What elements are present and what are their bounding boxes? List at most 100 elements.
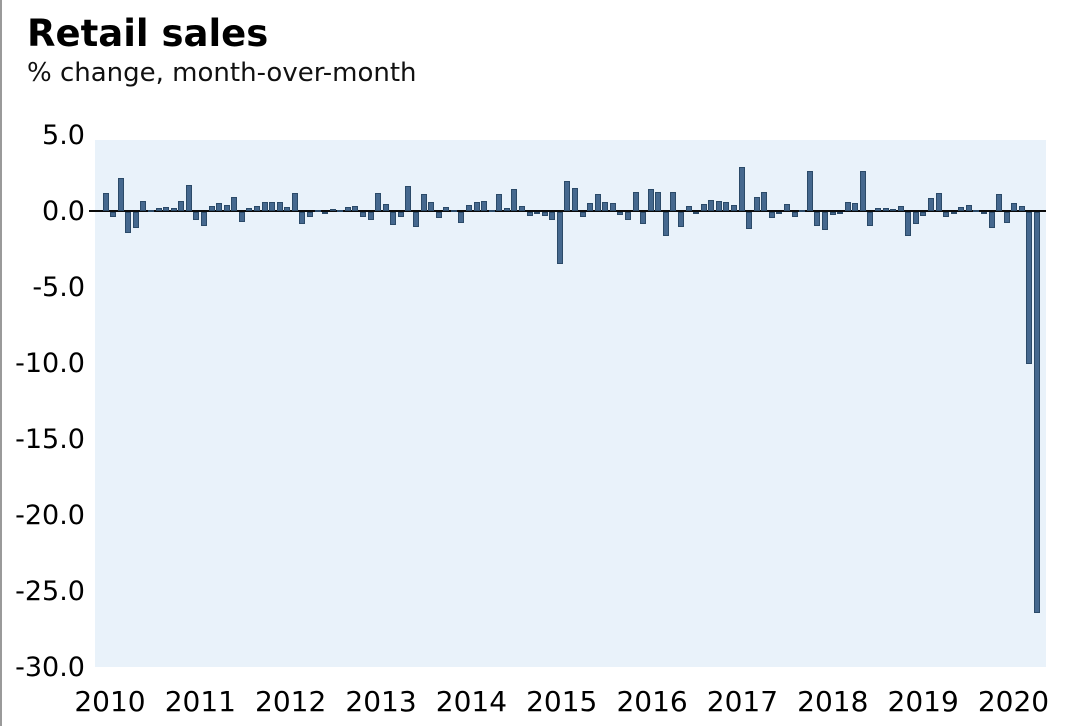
bar <box>549 212 556 221</box>
bar <box>655 192 662 212</box>
bar <box>814 212 821 226</box>
bar <box>852 203 859 212</box>
bar <box>958 206 965 212</box>
bar <box>594 193 601 212</box>
bar <box>253 206 260 212</box>
bar <box>927 197 934 212</box>
bar <box>920 212 927 216</box>
bar <box>284 206 291 212</box>
bar <box>806 171 813 212</box>
bar <box>231 196 238 212</box>
y-tick-label: -20.0 <box>15 500 85 532</box>
bar <box>579 212 586 217</box>
x-tick-label: 2013 <box>345 685 417 718</box>
bar <box>1018 206 1025 212</box>
plot-area-background <box>95 140 1046 667</box>
bar <box>185 184 192 212</box>
bar <box>322 212 329 214</box>
bar <box>269 201 276 212</box>
bar <box>564 181 571 212</box>
bar <box>905 212 912 237</box>
bar <box>882 208 889 212</box>
bar <box>693 212 700 214</box>
bar <box>481 200 488 212</box>
bar <box>723 202 730 212</box>
bar <box>170 207 177 212</box>
bar <box>996 193 1003 212</box>
bar <box>238 212 245 222</box>
bar <box>640 212 647 225</box>
bar <box>799 209 806 212</box>
bar <box>200 212 207 226</box>
bar <box>488 209 495 212</box>
bar <box>678 212 685 228</box>
x-tick-label: 2016 <box>616 685 688 718</box>
bar <box>344 206 351 212</box>
bar <box>973 209 980 212</box>
bar <box>428 201 435 212</box>
bar <box>208 206 215 212</box>
bar <box>541 212 548 216</box>
bar <box>556 212 563 264</box>
bar <box>246 207 253 212</box>
bar <box>397 212 404 217</box>
y-tick-label: -10.0 <box>15 348 85 380</box>
bar <box>1026 212 1033 364</box>
bar <box>503 208 510 212</box>
x-tick-label: 2015 <box>526 685 598 718</box>
bar <box>473 202 480 212</box>
bar <box>988 212 995 228</box>
bar <box>450 209 457 212</box>
bar <box>829 212 836 216</box>
bar <box>390 212 397 225</box>
bar <box>155 208 162 212</box>
x-tick-label: 2011 <box>164 685 236 718</box>
bar <box>1003 212 1010 224</box>
y-tick-label: -15.0 <box>15 424 85 456</box>
bar <box>193 212 200 221</box>
bar <box>526 212 533 216</box>
bar <box>329 209 336 212</box>
bar <box>352 206 359 212</box>
bar <box>216 203 223 212</box>
bar <box>890 209 897 212</box>
bar <box>700 203 707 212</box>
x-tick-label: 2014 <box>435 685 508 718</box>
bar <box>965 204 972 212</box>
bar <box>753 196 760 212</box>
bar <box>519 206 525 212</box>
bar <box>791 212 798 217</box>
bar <box>458 212 465 223</box>
bar <box>731 204 738 212</box>
bar <box>420 193 427 212</box>
bar <box>511 188 518 212</box>
bar <box>602 202 609 212</box>
chart-subtitle: % change, month-over-month <box>27 58 417 88</box>
bar <box>435 212 442 219</box>
bar <box>632 191 639 212</box>
bar <box>685 206 692 212</box>
bar <box>110 212 117 217</box>
bar <box>867 212 874 226</box>
bar <box>746 212 753 229</box>
bar <box>102 193 109 212</box>
bar <box>125 212 132 233</box>
y-tick-label: 5.0 <box>42 120 85 152</box>
bar <box>1033 212 1040 614</box>
chart-title: Retail sales <box>27 12 269 55</box>
bar <box>382 203 389 212</box>
x-axis-zero-line <box>89 210 1046 213</box>
bar <box>367 212 374 221</box>
bar <box>625 212 632 220</box>
bar <box>647 188 654 212</box>
bar <box>375 193 382 212</box>
bar <box>950 212 957 214</box>
bar <box>768 212 775 219</box>
bar <box>1011 203 1018 212</box>
x-tick-label: 2012 <box>255 685 327 718</box>
bar <box>837 212 844 215</box>
x-tick-label: 2019 <box>887 685 959 718</box>
bar <box>844 202 851 212</box>
